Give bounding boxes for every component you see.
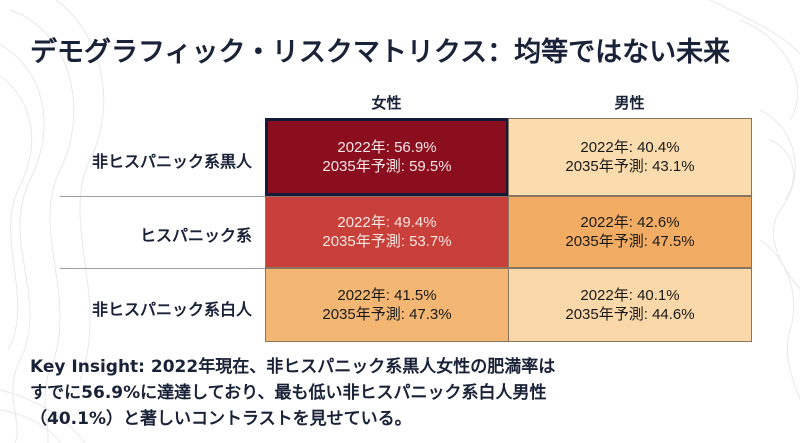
cell-value-2035-forecast: 2035年予測: 44.6% — [565, 306, 695, 323]
heatmap-cell-nh-white-female: 2022年: 41.5% 2035年予測: 47.3% — [265, 268, 509, 342]
cell-value-2035-forecast: 2035年予測: 47.3% — [322, 306, 452, 323]
row-separator — [60, 268, 265, 269]
row-separator — [60, 196, 265, 197]
insight-line-1: Key Insight: 2022年現在、非ヒスパニック系黒人女性の肥満率は — [30, 357, 556, 377]
cell-value-2022: 2022年: 40.4% — [580, 139, 680, 156]
cell-value-2022: 2022年: 41.5% — [337, 287, 437, 304]
cell-value-2022: 2022年: 42.6% — [580, 214, 680, 231]
key-insight: Key Insight: 2022年現在、非ヒスパニック系黒人女性の肥満率は す… — [30, 354, 555, 432]
row-label-nh-black: 非ヒスパニック系黒人 — [91, 152, 252, 171]
row-label-nh-white: 非ヒスパニック系白人 — [91, 300, 252, 319]
cell-value-2035-forecast: 2035年予測: 43.1% — [565, 158, 695, 175]
cell-value-2035-forecast: 2035年予測: 47.5% — [565, 233, 695, 250]
row-label-hispanic: ヒスパニック系 — [139, 226, 252, 245]
heatmap-cell-nh-black-male: 2022年: 40.4% 2035年予測: 43.1% — [508, 118, 752, 196]
cell-value-2035-forecast: 2035年予測: 53.7% — [322, 233, 452, 250]
cell-value-2035-forecast: 2035年予測: 59.5% — [322, 158, 452, 175]
heatmap-cell-nh-white-male: 2022年: 40.1% 2035年予測: 44.6% — [508, 268, 752, 342]
cell-value-2022: 2022年: 56.9% — [337, 139, 437, 156]
cell-value-2022: 2022年: 49.4% — [337, 214, 437, 231]
heatmap-cell-nh-black-female: 2022年: 56.9% 2035年予測: 59.5% — [265, 118, 509, 196]
page-title: デモグラフィック・リスクマトリクス：均等ではない未来 — [30, 37, 731, 68]
insight-line-3: （40.1%）と著しいコントラストを見せている。 — [30, 409, 412, 429]
column-header-male: 男性 — [614, 94, 645, 112]
column-header-female: 女性 — [371, 94, 402, 112]
cell-value-2022: 2022年: 40.1% — [580, 287, 680, 304]
insight-line-2: すでに56.9%に達達しており、最も低い非ヒスパニック系白人男性 — [30, 383, 547, 403]
heatmap-cell-hispanic-male: 2022年: 42.6% 2035年予測: 47.5% — [508, 196, 752, 268]
heatmap-cell-hispanic-female: 2022年: 49.4% 2035年予測: 53.7% — [265, 196, 509, 268]
